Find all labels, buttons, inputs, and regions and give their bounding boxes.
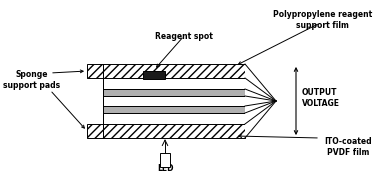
Bar	[160, 153, 170, 167]
Polygon shape	[245, 64, 276, 138]
Text: LED: LED	[157, 164, 173, 173]
Bar	[103, 113, 245, 124]
Bar	[103, 96, 245, 106]
Text: Sponge
support pads: Sponge support pads	[3, 70, 60, 90]
Bar	[103, 64, 245, 78]
Bar	[103, 89, 245, 96]
Text: Reagent spot: Reagent spot	[155, 32, 213, 41]
Bar	[87, 124, 103, 138]
Bar	[103, 106, 245, 113]
Bar	[143, 71, 165, 79]
Text: OUTPUT
VOLTAGE: OUTPUT VOLTAGE	[302, 88, 340, 108]
Text: ITO-coated
PVDF film: ITO-coated PVDF film	[325, 137, 372, 157]
Bar	[103, 124, 245, 138]
Bar	[103, 78, 245, 89]
Bar	[87, 64, 103, 78]
Text: Polypropylene reagent
support film: Polypropylene reagent support film	[273, 10, 372, 30]
